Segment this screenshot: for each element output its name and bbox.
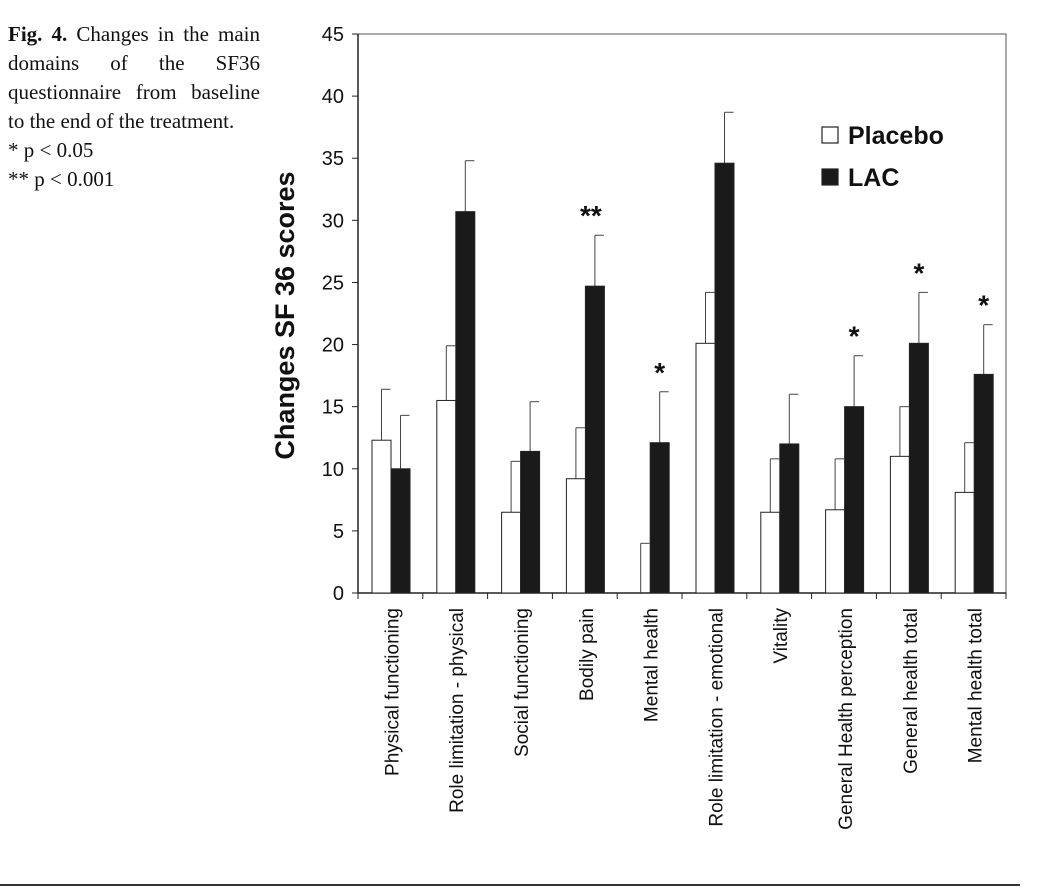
x-category-label: Mental health (642, 608, 663, 722)
lac-bar (649, 442, 670, 594)
y-tick-label: 20 (322, 335, 344, 357)
bottom-divider (0, 884, 1020, 886)
y-tick-label: 35 (322, 148, 344, 170)
significance-marker: * (913, 257, 924, 288)
placebo-bar (954, 491, 975, 594)
x-category-label: Mental health total (966, 608, 987, 763)
y-tick-label: 30 (322, 210, 344, 232)
y-tick-label: 5 (333, 521, 344, 543)
lac-bar (844, 406, 865, 594)
x-category-label: Role limitation - emotional (706, 608, 727, 827)
caption-paragraph: Fig. 4. Changes in the main domains of t… (8, 20, 260, 136)
lac-bar (455, 211, 476, 594)
placebo-bar (760, 511, 781, 594)
x-category-label: Bodily pain (577, 608, 598, 701)
significance-marker: * (849, 321, 860, 352)
placebo-bar (825, 509, 846, 594)
x-category-label: Social functioning (512, 608, 533, 757)
legend-label-placebo: Placebo (848, 122, 944, 150)
lac-bar (714, 162, 735, 594)
lac-bar (584, 285, 605, 594)
legend-label-lac: LAC (848, 164, 899, 192)
figure-caption: Fig. 4. Changes in the main domains of t… (8, 20, 260, 194)
x-category-label: General health total (901, 608, 922, 774)
legend-swatch-lac (821, 168, 839, 186)
x-category-label: Physical functioning (382, 608, 403, 776)
x-category-label: Vitality (771, 608, 792, 664)
y-tick-label: 40 (322, 86, 344, 108)
y-tick-label: 15 (322, 397, 344, 419)
y-tick-label: 25 (322, 272, 344, 294)
y-tick-label: 10 (322, 459, 344, 481)
significance-note-double: ** p < 0.001 (8, 167, 115, 191)
placebo-bar (371, 439, 392, 594)
lac-bar (973, 373, 994, 594)
caption-text: Changes in the main domains of the SF36 … (8, 22, 260, 133)
significance-marker: * (654, 357, 665, 388)
placebo-bar (501, 511, 522, 594)
legend-swatch-placebo (821, 126, 839, 144)
significance-marker: * (978, 290, 989, 321)
y-axis-title: Changes SF 36 scores (270, 171, 300, 459)
lac-bar (390, 468, 411, 594)
placebo-bar (695, 342, 716, 594)
x-category-label: General Health perception (836, 608, 857, 830)
y-tick-label: 0 (333, 583, 344, 605)
placebo-bar (565, 478, 586, 594)
x-category-label: Role limitation - physical (447, 608, 468, 813)
placebo-bar (889, 455, 910, 594)
lac-bar (520, 450, 541, 594)
placebo-bar (436, 399, 457, 594)
significance-marker: ** (580, 200, 602, 231)
significance-note-single: * p < 0.05 (8, 138, 94, 162)
figure-label: Fig. 4. (8, 22, 68, 46)
lac-bar (908, 342, 929, 594)
y-tick-label: 45 (322, 24, 344, 46)
lac-bar (779, 443, 800, 594)
